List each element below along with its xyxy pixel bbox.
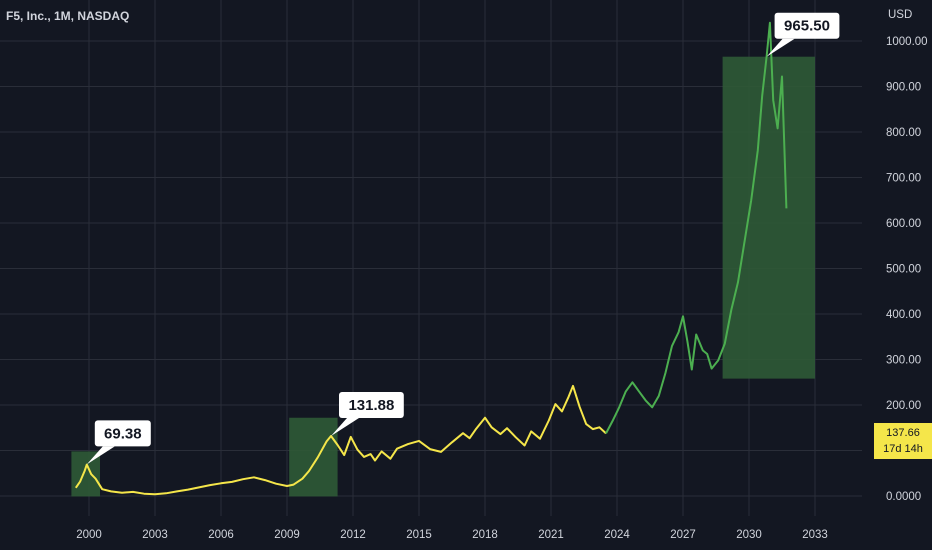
x-tick-label: 2006: [208, 529, 234, 541]
y-tick-label: 600.00: [886, 218, 921, 230]
callout-box: [774, 12, 840, 39]
bar-countdown: 17d 14h: [883, 443, 923, 455]
highlight-zone: [289, 417, 338, 497]
y-tick-label: 500.00: [886, 264, 921, 276]
x-tick-label: 2024: [604, 529, 630, 541]
x-tick-label: 2009: [274, 529, 300, 541]
callout-box: [94, 420, 151, 447]
price-series: [74, 21, 788, 496]
y-tick-label: 200.00: [886, 400, 921, 412]
callout-value: 965.50: [784, 18, 830, 35]
currency-label: USD: [888, 9, 913, 21]
x-axis-labels: 2000 2003 2006 2009 2012 2015 2018 2021 2024 2027…: [76, 529, 828, 541]
history-line: [74, 384, 607, 496]
last-price-value: 137.66: [886, 427, 920, 439]
y-tick-label: 900.00: [886, 82, 921, 94]
y-tick-label: 300.00: [886, 355, 921, 367]
x-tick-label: 2003: [142, 529, 168, 541]
callout-box: [339, 391, 404, 418]
grid: [0, 0, 862, 516]
price-callout: 965.50: [766, 12, 840, 57]
y-tick-label: 400.00: [886, 309, 921, 321]
highlight-zones: [71, 56, 815, 497]
y-tick-label: 1000.00: [886, 36, 928, 48]
x-tick-label: 2015: [406, 529, 432, 541]
price-callout: 131.88: [331, 391, 404, 436]
x-tick-label: 2012: [340, 529, 366, 541]
projection-line: [605, 21, 788, 434]
x-tick-label: 2033: [802, 529, 828, 541]
chart-title: F5, Inc., 1M, NASDAQ: [6, 9, 130, 23]
x-tick-label: 2000: [76, 529, 102, 541]
x-tick-label: 2018: [472, 529, 498, 541]
y-tick-label: 700.00: [886, 173, 921, 185]
y-axis-labels: 0.0000100.00200.00300.00400.00500.00600.…: [886, 36, 928, 503]
callout-value: 131.88: [348, 397, 394, 414]
price-callout: 69.38: [86, 420, 151, 465]
x-tick-label: 2027: [670, 529, 696, 541]
last-price-tag: 137.66 17d 14h: [874, 423, 932, 459]
x-tick-label: 2030: [736, 529, 762, 541]
y-tick-label: 800.00: [886, 127, 921, 139]
price-callouts: 69.38 131.88 965.50: [86, 12, 840, 465]
x-tick-label: 2021: [538, 529, 564, 541]
highlight-zone: [722, 56, 815, 379]
y-tick-label: 0.0000: [886, 491, 921, 503]
callout-value: 69.38: [104, 425, 142, 442]
